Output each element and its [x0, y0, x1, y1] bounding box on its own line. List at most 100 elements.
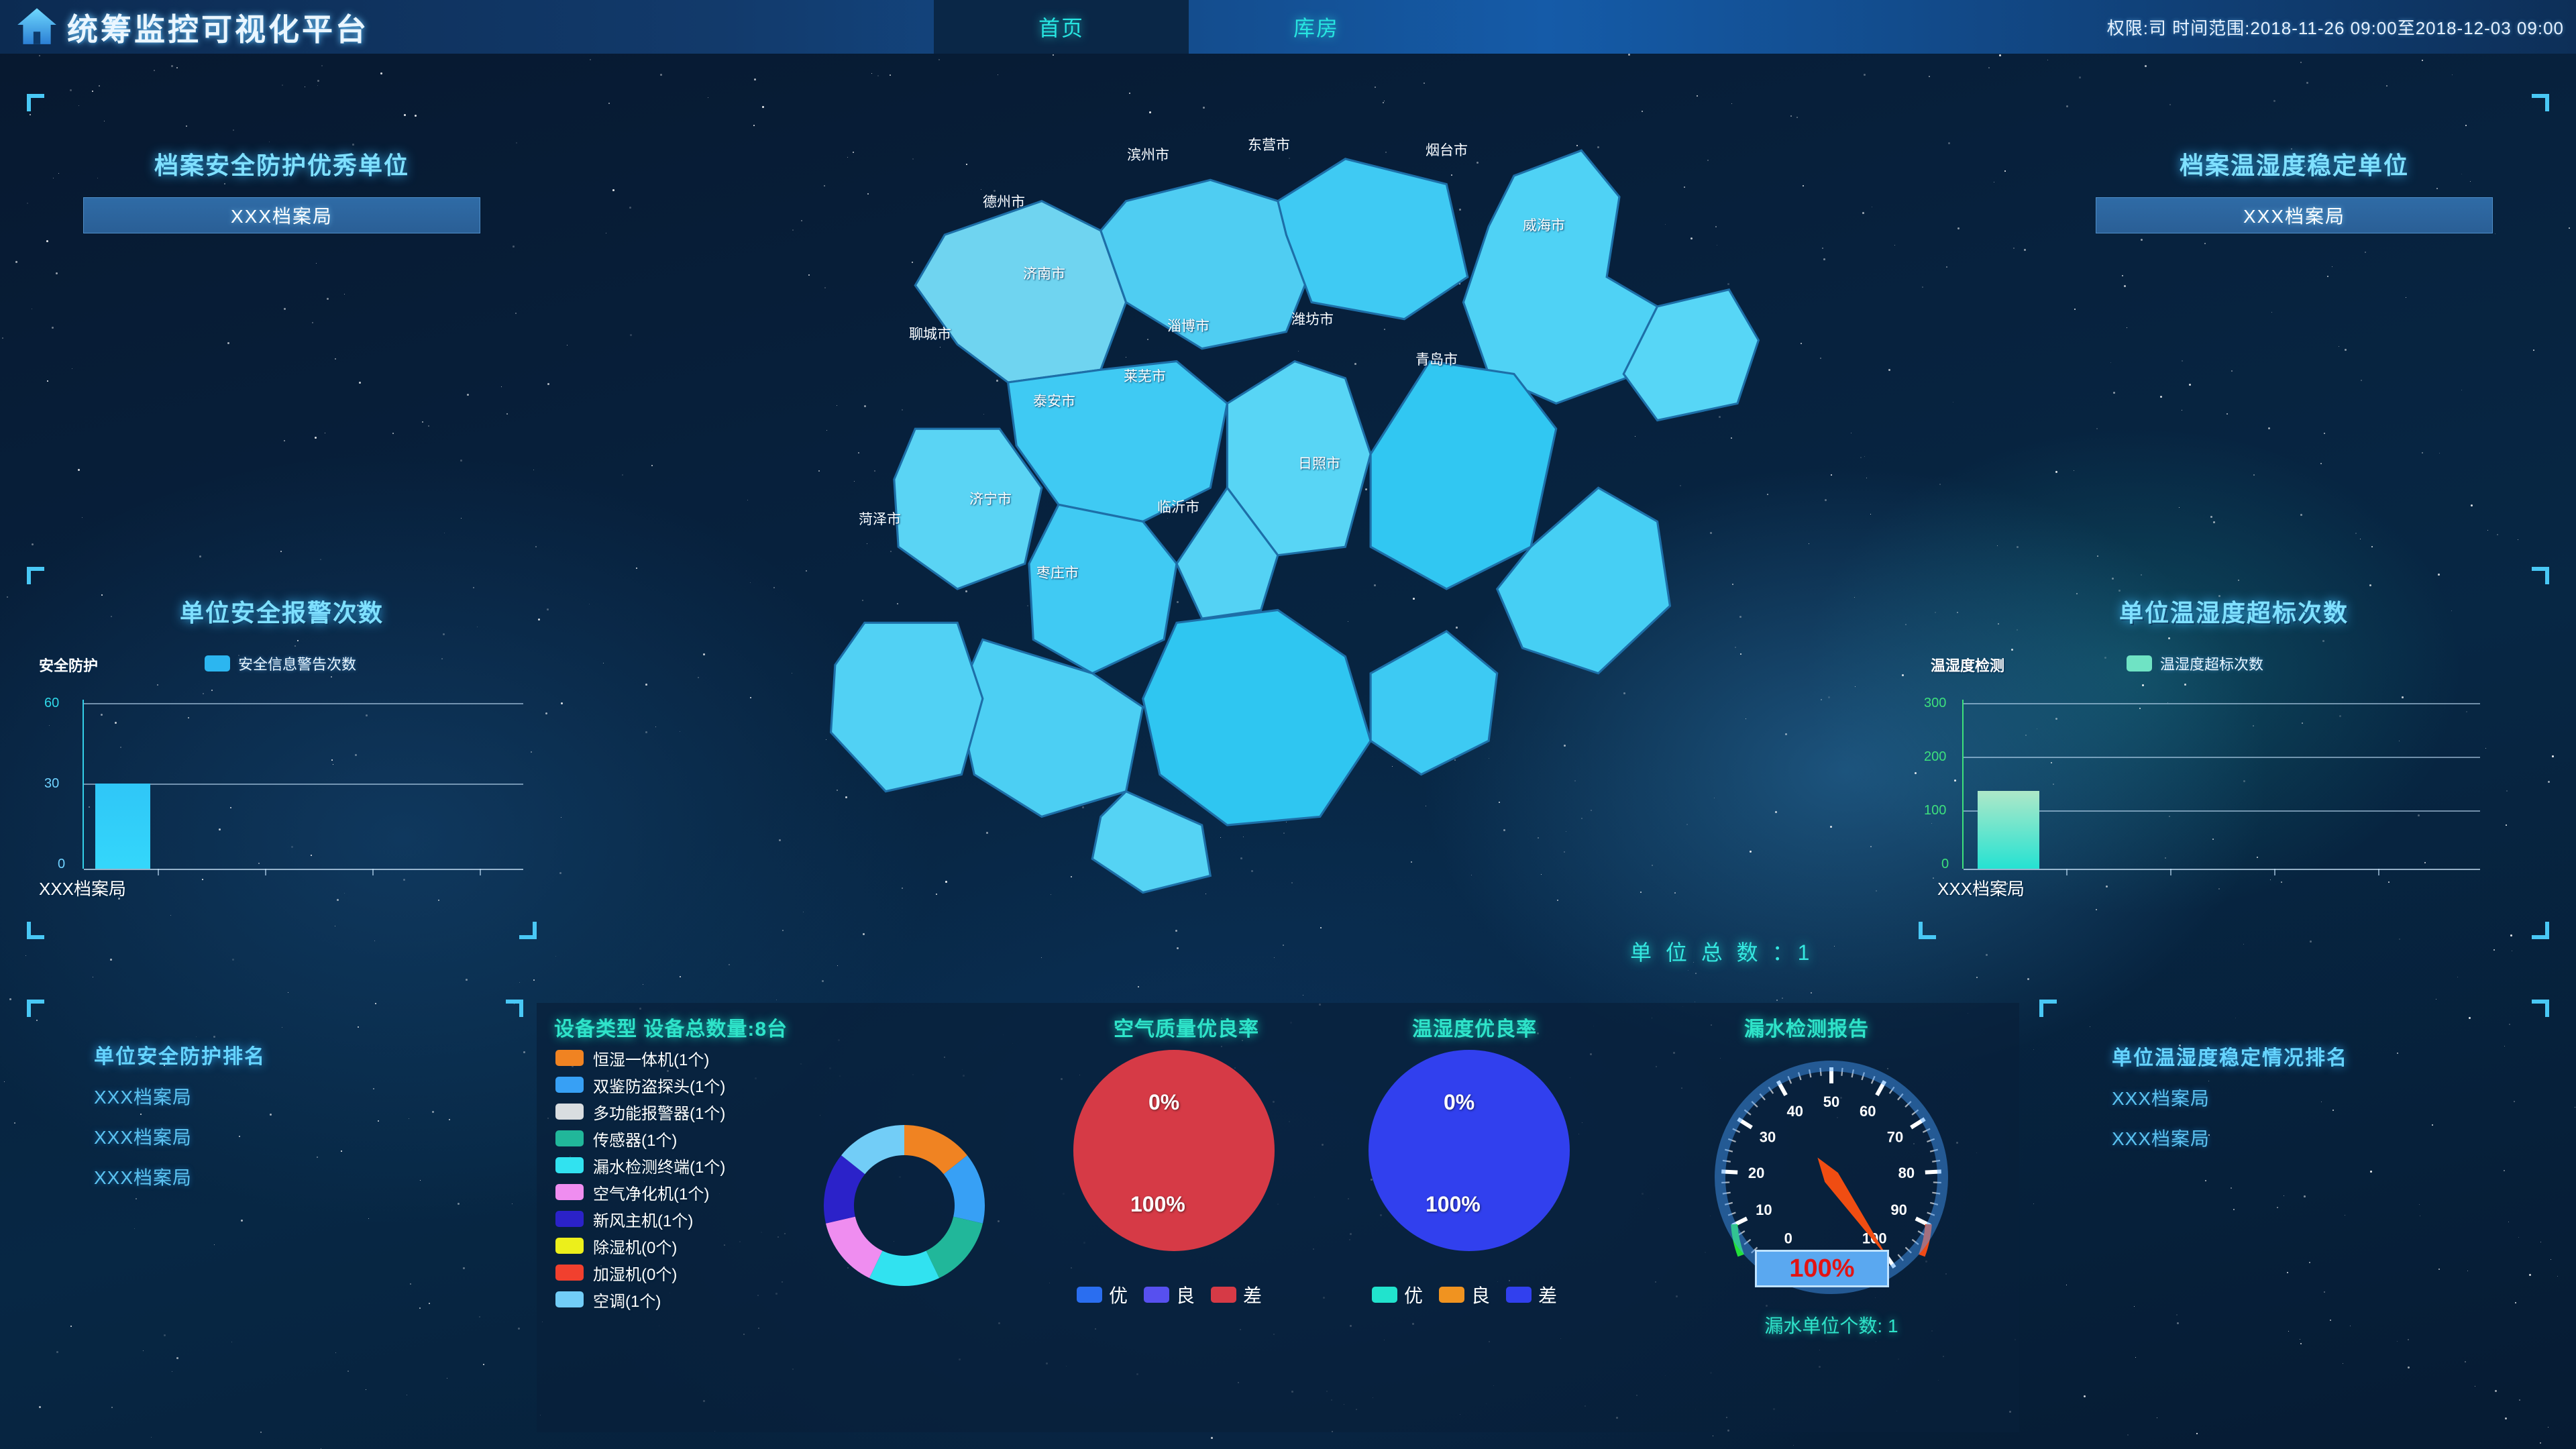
air-quality-label-top: 0% — [1148, 1090, 1179, 1115]
legend-label-good: 良 — [1471, 1281, 1490, 1308]
svg-text:70: 70 — [1887, 1129, 1903, 1146]
legend-item-device[interactable]: 传感器(1个) — [555, 1125, 725, 1152]
legend-label-device: 恒湿一体机(1个) — [593, 1046, 709, 1070]
grid-line-60 — [84, 703, 523, 704]
legend-security-alarm[interactable]: 安全信息警告次数 — [205, 653, 356, 674]
legend-item-device[interactable]: 空调(1个) — [555, 1286, 725, 1313]
rank-item-humidity-2[interactable]: XXX档案局 — [2112, 1124, 2549, 1151]
bar-category-label-humidity: XXX档案局 — [1937, 875, 2025, 900]
y-tick-0: 0 — [1941, 857, 1949, 872]
legend-swatch-icon — [205, 655, 230, 672]
humidity-rate-legend-good[interactable]: 良 — [1439, 1281, 1490, 1308]
app-title: 统筹监控可视化平台 — [67, 5, 369, 50]
y-tick-30: 30 — [44, 776, 59, 792]
tab-storeroom[interactable]: 库房 — [1189, 0, 1444, 54]
map-unit-total: 单 位 总 数 ：1 — [1630, 936, 1813, 967]
x-tickmark — [2274, 869, 2275, 875]
rank-item-humidity-1[interactable]: XXX档案局 — [2112, 1084, 2549, 1111]
rank-item-security-1[interactable]: XXX档案局 — [94, 1083, 523, 1110]
x-tickmark — [2378, 869, 2379, 875]
corner-bracket-br — [2532, 922, 2549, 939]
humidity-rate-legend-excellent[interactable]: 优 — [1372, 1281, 1423, 1308]
excellent-security-unit-item[interactable]: XXX档案局 — [83, 197, 481, 233]
corner-bracket-tl — [27, 1000, 44, 1017]
legend-label-device: 多功能报警器(1个) — [593, 1100, 725, 1124]
humidity-rate-legend-poor[interactable]: 差 — [1506, 1281, 1557, 1308]
map-city-label: 烟台市 — [1426, 140, 1468, 160]
panel-title-security-alarm: 单位安全报警次数 — [27, 594, 537, 629]
legend-swatch-icon — [555, 1265, 584, 1281]
legend-label-humidity: 温湿度超标次数 — [2160, 653, 2263, 674]
corner-bracket-tr — [2532, 94, 2549, 111]
tab-home-label: 首页 — [1038, 11, 1084, 42]
legend-item-device[interactable]: 漏水检测终端(1个) — [555, 1152, 725, 1179]
legend-swatch-icon — [555, 1211, 584, 1227]
map-city-label: 潍坊市 — [1291, 309, 1334, 329]
y-axis-humidity — [1962, 700, 1964, 869]
legend-humidity-exceed[interactable]: 温湿度超标次数 — [2127, 653, 2263, 674]
map-city-label: 东营市 — [1248, 134, 1290, 154]
legend-label-poor: 差 — [1538, 1281, 1557, 1308]
legend-label-good: 良 — [1176, 1281, 1195, 1308]
app-header: 统筹监控可视化平台 首页 库房 权限:司 时间范围:2018-11-26 09:… — [0, 0, 2576, 54]
grid-line-200 — [1964, 757, 2480, 758]
device-type-legend: 恒湿一体机(1个) 双鉴防盗探头(1个) 多功能报警器(1个) 传感器(1个) … — [555, 1044, 725, 1313]
bar-category-label-security: XXX档案局 — [39, 875, 126, 900]
legend-swatch-icon — [555, 1184, 584, 1200]
humidity-rate-pie[interactable] — [1368, 1050, 1570, 1251]
x-axis-humidity — [1964, 869, 2480, 870]
bar-security-alarm[interactable] — [95, 784, 150, 869]
tab-home[interactable]: 首页 — [934, 0, 1189, 54]
panel-excellent-security-unit: 档案安全防护优秀单位 XXX档案局 — [27, 94, 537, 416]
panel-security-ranking: 单位安全防护排名 XXX档案局 XXX档案局 XXX档案局 — [27, 1000, 523, 1375]
x-tickmark — [265, 869, 266, 875]
legend-label-excellent: 优 — [1109, 1281, 1128, 1308]
air-quality-pie[interactable] — [1073, 1050, 1275, 1251]
x-tickmark — [372, 869, 374, 875]
legend-item-device[interactable]: 加湿机(0个) — [555, 1259, 725, 1286]
bar-humidity-exceed[interactable] — [1978, 791, 2039, 869]
y-tick-200: 200 — [1924, 749, 1946, 765]
legend-swatch-icon — [555, 1157, 584, 1173]
x-axis-security — [84, 869, 523, 870]
legend-swatch-icon — [555, 1238, 584, 1254]
leak-report-title: 漏水检测报告 — [1744, 1012, 1869, 1042]
legend-item-device[interactable]: 双鉴防盗探头(1个) — [555, 1071, 725, 1098]
corner-bracket-br — [519, 922, 537, 939]
air-quality-legend-excellent[interactable]: 优 — [1077, 1281, 1128, 1308]
panel-humidity-ranking: 单位温湿度稳定情况排名 XXX档案局 XXX档案局 — [2039, 1000, 2549, 1375]
legend-item-device[interactable]: 空气净化机(1个) — [555, 1179, 725, 1205]
air-quality-legend-poor[interactable]: 差 — [1211, 1281, 1262, 1308]
y-tick-60: 60 — [44, 696, 59, 711]
leak-detection-gauge[interactable]: 0102030405060708090100 100% 漏水单位个数: 1 — [1690, 1043, 1972, 1392]
x-tickmark — [158, 869, 159, 875]
map-city-label: 聊城市 — [909, 323, 951, 343]
corner-bracket-tl — [27, 567, 44, 584]
map-city-label: 威海市 — [1523, 215, 1565, 235]
rank-title-security: 单位安全防护排名 — [94, 1040, 523, 1069]
rank-item-security-2[interactable]: XXX档案局 — [94, 1123, 523, 1150]
tab-storeroom-label: 库房 — [1293, 11, 1339, 42]
air-quality-legend-good[interactable]: 良 — [1144, 1281, 1195, 1308]
home-icon — [15, 4, 59, 48]
humidity-rate-label-bottom: 100% — [1426, 1192, 1481, 1217]
stable-humidity-unit-item[interactable]: XXX档案局 — [2096, 197, 2493, 233]
shandong-map[interactable]: 滨州市 东营市 烟台市 威海市 德州市 济南市 淄博市 潍坊市 青岛市 聊城市 莱芜市 泰安市 菏泽市 济… — [704, 80, 1885, 979]
device-type-donut[interactable] — [804, 1105, 1005, 1306]
svg-text:10: 10 — [1756, 1201, 1772, 1218]
svg-text:50: 50 — [1823, 1093, 1839, 1110]
rank-item-security-3[interactable]: XXX档案局 — [94, 1163, 523, 1190]
legend-label-security: 安全信息警告次数 — [238, 653, 356, 674]
map-city-label: 青岛市 — [1415, 349, 1458, 369]
air-quality-title: 空气质量优良率 — [1114, 1012, 1259, 1042]
legend-item-device[interactable]: 新风主机(1个) — [555, 1205, 725, 1232]
map-city-label: 临沂市 — [1157, 496, 1199, 517]
legend-label-device: 加湿机(0个) — [593, 1261, 677, 1285]
legend-item-device[interactable]: 恒湿一体机(1个) — [555, 1044, 725, 1071]
corner-bracket-tl — [27, 94, 44, 111]
legend-item-device[interactable]: 多功能报警器(1个) — [555, 1098, 725, 1125]
legend-swatch-icon — [2127, 655, 2152, 672]
legend-item-device[interactable]: 除湿机(0个) — [555, 1232, 725, 1259]
map-city-label: 菏泽市 — [859, 508, 901, 529]
y-tick-0: 0 — [58, 857, 65, 872]
